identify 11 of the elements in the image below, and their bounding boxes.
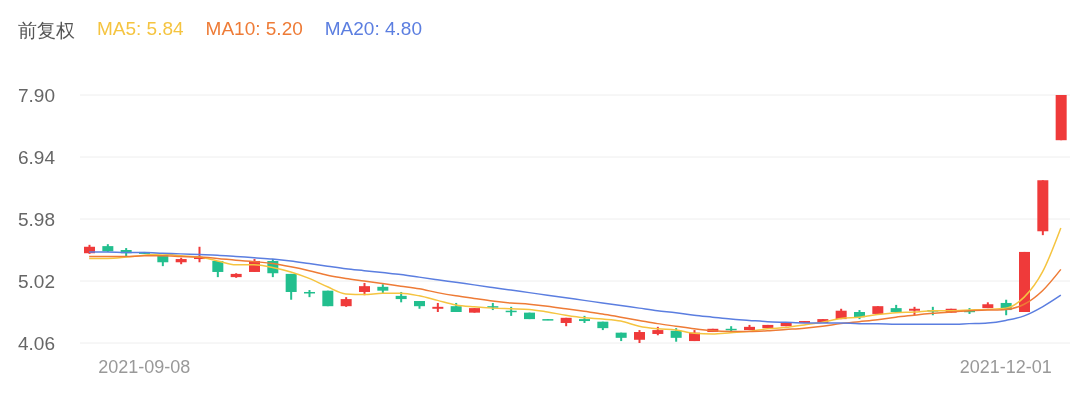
text: MA5: 5.84 (97, 18, 184, 41)
y-tick-label: 5.98 (18, 208, 55, 230)
text: MA20: 4.80 (324, 18, 422, 41)
text: MA10: 5.20 (205, 18, 303, 41)
y-tick-label: 5.02 (18, 270, 55, 292)
x-tick-label: 2021-12-01 (959, 357, 1052, 377)
x-tick-label: 2021-09-08 (98, 357, 191, 377)
y-tick-label: 6.94 (18, 146, 56, 168)
legend-title: 前复权 (18, 19, 75, 43)
y-tick-label: 7.90 (18, 84, 55, 106)
y-tick-label: 4.06 (18, 332, 55, 354)
